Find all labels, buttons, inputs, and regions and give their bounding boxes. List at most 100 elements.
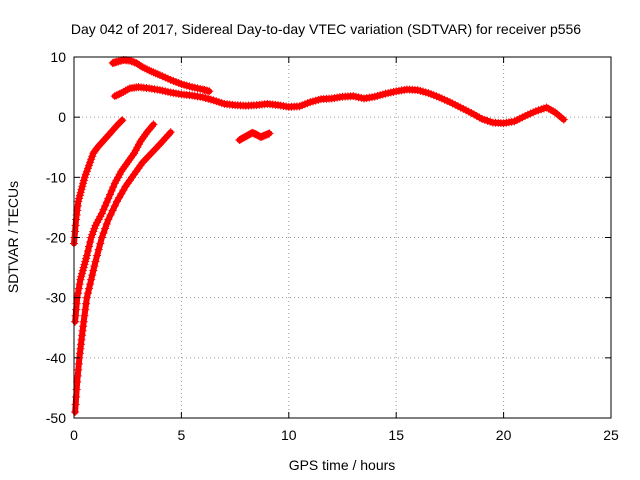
data-point: [133, 60, 142, 69]
y-tick-label: -20: [46, 230, 66, 246]
y-axis-label: SDTVAR / TECUs: [5, 181, 21, 293]
data-point: [239, 133, 248, 142]
y-tick-label: 10: [50, 49, 66, 65]
data-point: [76, 340, 85, 349]
data-point: [243, 131, 252, 140]
data-point: [116, 117, 125, 126]
data-point: [82, 293, 91, 302]
data-point: [151, 69, 160, 78]
data-point: [166, 128, 175, 137]
series-arc-upper: [108, 56, 214, 96]
data-point: [72, 305, 81, 314]
y-tick-label: -50: [46, 410, 66, 426]
data-point: [75, 280, 84, 289]
data-point: [252, 130, 261, 139]
data-point: [71, 317, 80, 326]
series-band: [111, 84, 567, 127]
data-point: [140, 64, 149, 73]
data-point: [237, 134, 246, 143]
data-point: [542, 103, 551, 112]
data-point: [119, 87, 128, 96]
data-point: [97, 209, 106, 218]
data-point: [88, 271, 97, 280]
data-point: [106, 210, 115, 219]
data-point: [81, 305, 90, 314]
data-point: [87, 275, 96, 284]
data-point: [115, 89, 124, 98]
data-point: [101, 201, 110, 210]
data-point: [143, 128, 152, 137]
data-point: [147, 122, 156, 131]
data-point: [129, 57, 138, 66]
data-point: [99, 205, 108, 214]
data-point: [114, 90, 123, 99]
data-point: [143, 65, 152, 74]
data-point: [77, 335, 86, 344]
data-point: [102, 198, 111, 207]
y-tick-label: -40: [46, 350, 66, 366]
data-point: [119, 186, 128, 195]
x-tick-label: 0: [70, 427, 78, 443]
data-point: [557, 113, 566, 122]
data-point: [72, 215, 81, 224]
series-arc-rising-2: [71, 120, 158, 326]
data-point: [135, 61, 144, 70]
data-point: [118, 116, 127, 125]
data-point: [71, 311, 80, 320]
data-point: [101, 224, 110, 233]
data-point: [130, 58, 139, 67]
data-point: [86, 280, 95, 289]
data-point: [74, 289, 83, 298]
data-point: [144, 126, 153, 135]
series-arc-small: [235, 128, 274, 145]
x-tick-label: 25: [603, 427, 619, 443]
data-point: [147, 67, 156, 76]
data-point: [71, 407, 80, 416]
data-point: [242, 131, 251, 140]
data-point: [71, 227, 80, 236]
data-point: [149, 68, 158, 77]
data-point: [74, 284, 83, 293]
data-point: [90, 262, 99, 271]
data-point: [91, 257, 100, 266]
data-point: [117, 89, 126, 98]
data-point: [115, 193, 124, 202]
data-point: [112, 91, 121, 100]
data-point: [105, 190, 114, 199]
data-point: [149, 120, 158, 129]
grid-lines: [74, 57, 611, 418]
x-tick-label: 5: [178, 427, 186, 443]
data-point: [85, 242, 94, 251]
data-point: [72, 392, 81, 401]
y-tick-label: -10: [46, 169, 66, 185]
data-point: [75, 349, 84, 358]
data-point: [76, 344, 85, 353]
data-point: [110, 201, 119, 210]
data-point: [83, 289, 92, 298]
data-point: [112, 197, 121, 206]
data-point: [546, 105, 555, 114]
data-point: [265, 129, 274, 138]
data-point: [240, 133, 249, 142]
data-point: [80, 311, 89, 320]
y-tick-label: -30: [46, 290, 66, 306]
data-point: [78, 331, 87, 340]
data-point: [82, 299, 91, 308]
data-point: [236, 135, 245, 144]
data-point: [132, 59, 141, 68]
data-point: [83, 247, 92, 256]
data-point: [121, 86, 130, 95]
data-point: [109, 183, 118, 192]
data-point: [551, 108, 560, 117]
data-point: [104, 215, 113, 224]
data-point: [74, 359, 83, 368]
data-point: [73, 377, 82, 386]
data-point: [102, 219, 111, 228]
series-arc-rising-3: [71, 128, 175, 416]
data-point: [78, 326, 87, 335]
data-point: [71, 400, 80, 409]
y-tick-label: 0: [58, 109, 66, 125]
data-point: [86, 238, 95, 247]
data-point: [96, 239, 105, 248]
